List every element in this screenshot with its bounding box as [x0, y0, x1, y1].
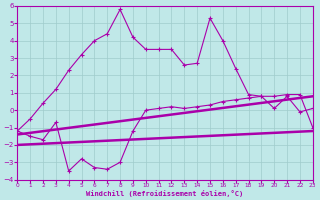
- X-axis label: Windchill (Refroidissement éolien,°C): Windchill (Refroidissement éolien,°C): [86, 190, 244, 197]
